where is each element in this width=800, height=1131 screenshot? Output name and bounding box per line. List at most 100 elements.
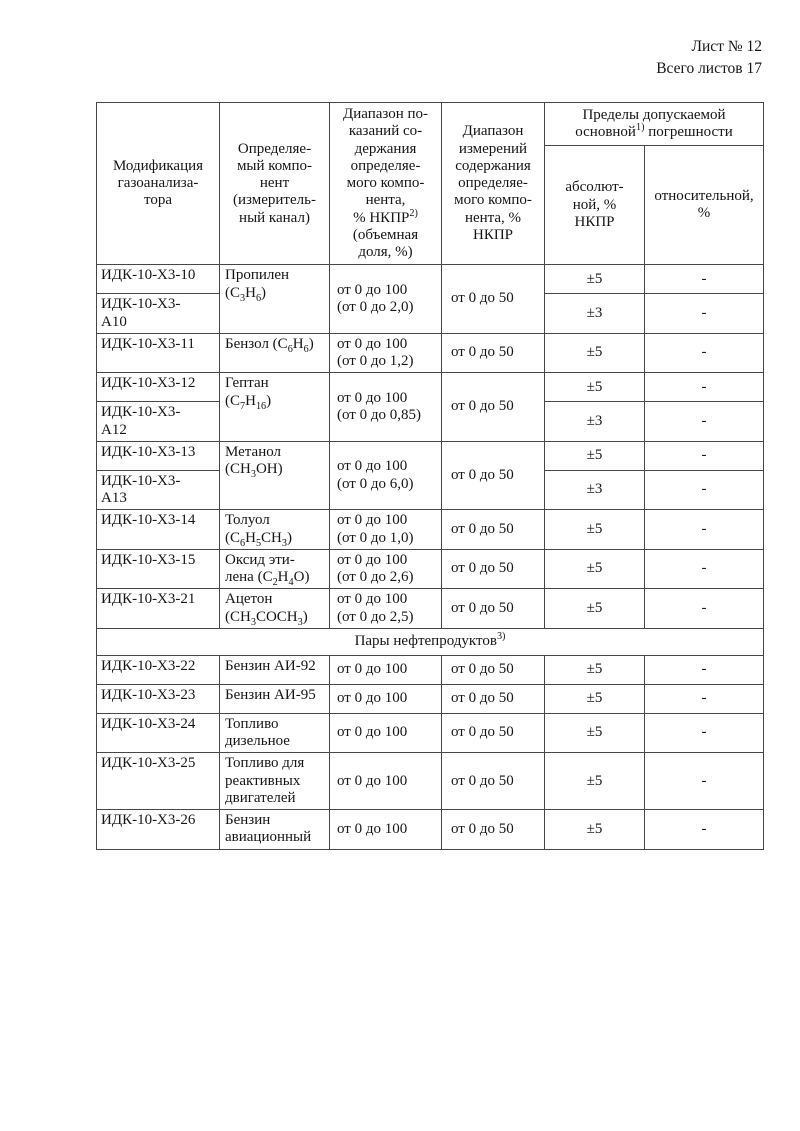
col-header-absolute-error: абсолют-ной, % НКПР	[544, 144, 645, 266]
modification-cell: ИДК-10-Х3-14	[96, 509, 220, 550]
measurement-range-cell: от 0 до 50	[441, 654, 545, 685]
table-row: ИДК-10-Х3-12 Гептан (C7H16) от 0 до 100 (от …	[96, 372, 765, 442]
col-header-component: Определяе-мый компо-нент (измеритель-ный …	[219, 101, 330, 266]
indication-range-cell: от 0 до 100	[329, 712, 442, 754]
col-header-indication-range: Диапазон по-казаний со-держания определяе…	[329, 101, 442, 266]
relative-error-cell: -	[643, 548, 765, 590]
measurement-range-cell: от 0 до 50	[441, 752, 545, 810]
relative-error-cell: -	[643, 509, 765, 550]
component-cell: Бензин авиационный	[219, 809, 330, 850]
absolute-error-cell: ±5	[544, 548, 645, 590]
section-row: Пары нефтепродуктов3)	[95, 627, 765, 656]
table-row: ИДК-10-Х3-14 Толуол (C6H5CH3) от 0 до 100 (о…	[96, 509, 765, 550]
indication-range-cell: от 0 до 100 (от 0 до 1,2)	[329, 332, 442, 374]
component-cell: Топливо для реактивных двигателей	[219, 752, 330, 810]
col-header-modification: Модификация газоанализа-тора	[96, 101, 220, 266]
modification-cell: ИДК-10-Х3-15	[96, 548, 220, 590]
absolute-error-cell: ±3	[544, 401, 645, 442]
absolute-error-cell: ±5	[544, 372, 645, 403]
modification-cell: ИДК-10-Х3-26	[96, 809, 220, 850]
component-cell: Гептан (C7H16)	[219, 372, 330, 442]
relative-error-cell: -	[643, 588, 765, 629]
table-row: ИДК-10-Х3-11 Бензол (C6H6) от 0 до 100 (от …	[96, 332, 765, 374]
relative-error-cell: -	[643, 712, 765, 754]
header-row-sub: абсолют-ной, % НКПР относительной,%	[97, 144, 765, 266]
table-body: ИДК-10-Х3-10 Пропилен (C3H6) от 0 до 100 (от…	[95, 264, 765, 850]
measurement-range-cell: от 0 до 50	[441, 809, 545, 850]
table-row: ИДК-10-Х3-22 Бензин АИ-92 от 0 до 100 от 0 …	[96, 654, 765, 685]
table-row: ИДК-10-Х3-23 Бензин АИ-95 от 0 до 100 от 0 …	[96, 683, 765, 714]
absolute-error-cell: ±5	[544, 712, 645, 754]
section-label: Пары нефтепродуктов3)	[95, 627, 765, 656]
table-row: ИДК-10-Х3-26 Бензин авиационный от 0 до 100…	[96, 809, 765, 850]
relative-error-cell: -	[643, 654, 765, 685]
table-row: ИДК-10-Х3- А13 ±3-	[96, 469, 765, 511]
absolute-error-cell: ±5	[544, 440, 645, 471]
measurement-range-cell: от 0 до 50	[441, 588, 545, 629]
component-cell: Пропилен (C3H6)	[219, 264, 330, 334]
indication-range-cell: от 0 до 100 (от 0 до 2,5)	[329, 588, 442, 629]
modification-cell: ИДК-10-Х3-25	[96, 752, 220, 810]
table-row: ИДК-10-Х3-13 Метанол (CH3OH) от 0 до 100 (от…	[96, 440, 765, 511]
indication-range-cell: от 0 до 100 (от 0 до 6,0)	[329, 440, 442, 511]
modification-cell: ИДК-10-Х3- А13	[96, 469, 220, 511]
table-row: ИДК-10-Х3- А12 ±3-	[96, 401, 765, 442]
modification-cell: ИДК-10-Х3-21	[96, 588, 220, 629]
col-header-measurement-range: Диапазон измерений содержания определяе-мог…	[441, 101, 545, 266]
absolute-error-cell: ±5	[544, 752, 645, 810]
modification-cell: ИДК-10-Х3-11	[96, 332, 220, 374]
modification-cell: ИДК-10-Х3-12	[96, 372, 220, 403]
measurement-range-cell: от 0 до 50	[441, 332, 545, 374]
component-cell: Оксид эти-лена (C2H4O)	[219, 548, 330, 590]
table-header: Модификация газоанализа-тора Определяе-мы…	[96, 101, 765, 266]
absolute-error-cell: ±5	[544, 588, 645, 629]
relative-error-cell: -	[643, 332, 765, 374]
table-row: ИДК-10-Х3-15 Оксид эти-лена (C2H4O) от 0 д…	[96, 548, 765, 590]
table-row: ИДК-10-Х3-10 Пропилен (C3H6) от 0 до 100 (от…	[96, 264, 765, 334]
modification-cell: ИДК-10-Х3- А10	[96, 293, 220, 334]
modification-cell: ИДК-10-Х3-22	[96, 654, 220, 685]
component-cell: Метанол (CH3OH)	[219, 440, 330, 511]
absolute-error-cell: ±5	[544, 683, 645, 714]
gas-analyzer-spec-table: Модификация газоанализа-тора Определяе-мы…	[95, 101, 765, 850]
total-sheets: Всего листов 17	[656, 60, 762, 77]
component-cell: Бензин АИ-95	[219, 683, 330, 714]
modification-cell: ИДК-10-Х3-24	[96, 712, 220, 754]
measurement-range-cell: от 0 до 50	[441, 264, 545, 334]
measurement-range-cell: от 0 до 50	[441, 712, 545, 754]
indication-range-cell: от 0 до 100 (от 0 до 0,85)	[329, 372, 442, 442]
relative-error-cell: -	[643, 293, 765, 334]
absolute-error-cell: ±5	[544, 264, 645, 295]
modification-cell: ИДК-10-Х3-13	[96, 440, 220, 471]
measurement-range-cell: от 0 до 50	[441, 509, 545, 550]
table-row: ИДК-10-Х3- А10 ±3-	[96, 293, 765, 334]
sheet-info: Лист № 12 Всего листов 17	[656, 36, 762, 80]
measurement-range-cell: от 0 до 50	[441, 683, 545, 714]
table-row: ИДК-10-Х3-24 Топливо дизельное от 0 до 100 о…	[96, 712, 765, 754]
relative-error-cell: -	[643, 809, 765, 850]
sheet-number: Лист № 12	[691, 38, 763, 55]
relative-error-cell: -	[643, 752, 765, 810]
absolute-error-cell: ±5	[544, 654, 645, 685]
relative-error-cell: -	[643, 440, 765, 471]
absolute-error-cell: ±5	[544, 332, 645, 374]
component-cell: Бензин АИ-92	[219, 654, 330, 685]
relative-error-cell: -	[643, 372, 765, 403]
col-header-relative-error: относительной,%	[643, 144, 765, 266]
measurement-range-cell: от 0 до 50	[441, 548, 545, 590]
header-row-top: Модификация газоанализа-тора Определяе-мы…	[96, 101, 765, 266]
measurement-range-cell: от 0 до 50	[441, 372, 545, 442]
modification-cell: ИДК-10-Х3-10	[96, 264, 220, 295]
modification-cell: ИДК-10-Х3- А12	[96, 401, 220, 442]
indication-range-cell: от 0 до 100 (от 0 до 2,6)	[329, 548, 442, 590]
indication-range-cell: от 0 до 100	[329, 809, 442, 850]
absolute-error-cell: ±5	[544, 809, 645, 850]
relative-error-cell: -	[643, 469, 765, 511]
absolute-error-cell: ±3	[544, 293, 645, 334]
absolute-error-cell: ±3	[544, 469, 645, 511]
component-cell: Бензол (C6H6)	[219, 332, 330, 374]
component-cell: Ацетон (CH3COCH3)	[219, 588, 330, 629]
modification-cell: ИДК-10-Х3-23	[96, 683, 220, 714]
relative-error-cell: -	[643, 401, 765, 442]
